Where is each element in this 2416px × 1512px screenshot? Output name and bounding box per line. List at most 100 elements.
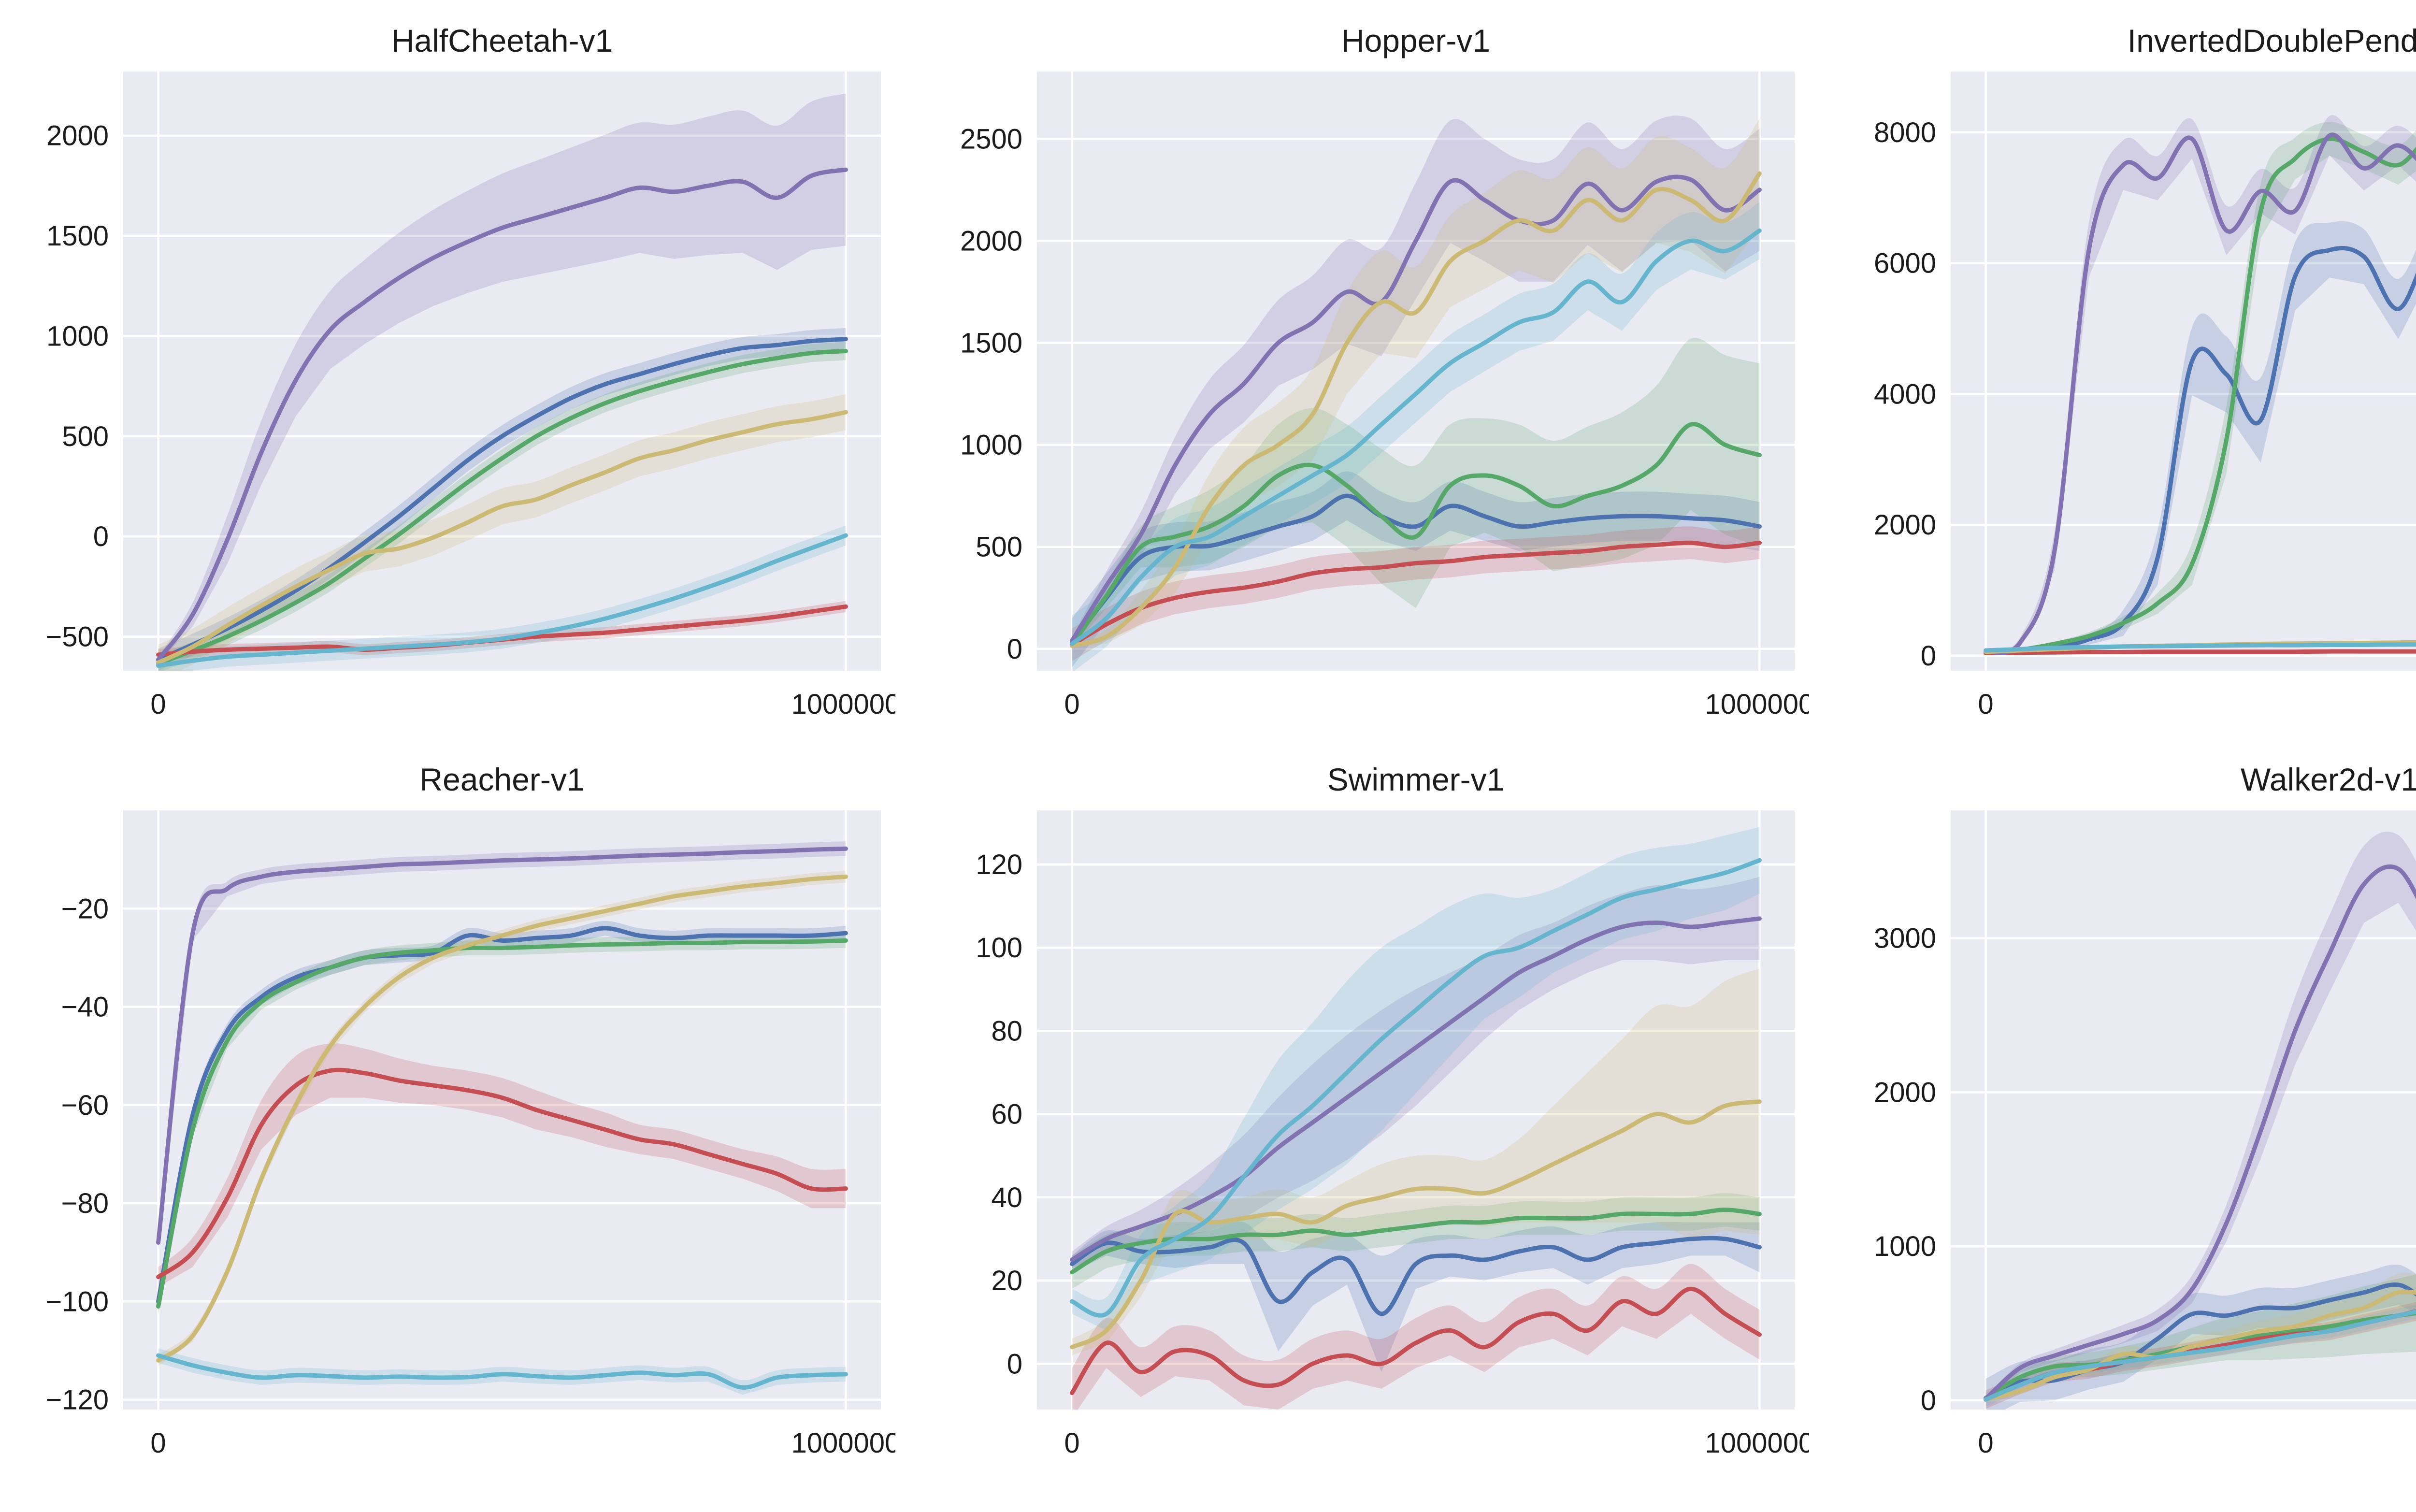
band-trpo <box>158 1348 846 1395</box>
y-tick-label: 0 <box>93 521 109 552</box>
tick-labels: 2000 1500 1000 500 0 −500 0 1000000 <box>45 120 895 720</box>
subplot-title-inverteddoublependulum: InvertedDoublePendulum-v1 <box>2127 23 2416 58</box>
axes-background <box>1951 810 2416 1410</box>
band-adaptive_pg <box>1072 968 1760 1356</box>
y-tick-label: 2000 <box>1874 1077 1936 1108</box>
line-acktr <box>1984 136 2416 655</box>
band-acktr <box>158 342 846 671</box>
band-cem <box>1072 526 1760 662</box>
y-tick-label: 2000 <box>1874 509 1936 541</box>
x-tick-label: 0 <box>1064 1427 1079 1459</box>
y-tick-label: 3000 <box>1874 923 1936 954</box>
chart-canvas-reacher: −20 −40 −60 −80 −100 −120 0 1000000 <box>45 810 895 1459</box>
series-group <box>156 93 848 671</box>
x-tick-label: 1000000 <box>791 689 895 720</box>
y-tick-label: 100 <box>976 932 1022 964</box>
y-tick-label: 2000 <box>960 225 1022 257</box>
band-ppo_clip <box>1985 115 2416 653</box>
band-ppo_clip <box>158 93 846 663</box>
subplot-reacher: Reacher-v1 −20 −40 −60 −80 −100 −120 0 1000000 <box>2 753 895 1487</box>
chart-canvas-halfcheetah: 2000 1500 1000 500 0 −500 0 1000000 <box>45 72 895 720</box>
y-tick-label: 4000 <box>1874 378 1936 410</box>
y-tick-label: 60 <box>991 1099 1022 1130</box>
line-cem <box>1070 1286 1762 1396</box>
gridlines <box>123 810 881 1410</box>
y-tick-label: 40 <box>991 1182 1022 1213</box>
band-trpo <box>1072 827 1760 1331</box>
y-tick-label: 500 <box>62 421 109 452</box>
series-group <box>1984 832 2416 1410</box>
series-group <box>156 841 848 1395</box>
y-tick-label: −80 <box>61 1188 109 1219</box>
band-cem <box>1072 1264 1760 1410</box>
band-a2c <box>1985 1265 2416 1410</box>
tick-labels: 300020001000001000000 <box>1874 923 1994 1459</box>
y-tick-label: 0 <box>1921 1385 1936 1416</box>
line-a2c <box>1984 246 2416 655</box>
y-tick-label: 120 <box>976 849 1022 880</box>
line-trpo <box>1984 1309 2416 1402</box>
chart-canvas-inverteddoublependulum: 8000600040002000001000000 <box>1874 72 2416 720</box>
series-group <box>1070 827 1762 1410</box>
line-acktr <box>156 349 848 666</box>
band-adaptive_pg <box>158 394 846 671</box>
y-tick-label: 1000 <box>1874 1231 1936 1262</box>
y-tick-label: 0 <box>1007 1348 1022 1380</box>
tick-labels: −20 −40 −60 −80 −100 −120 0 1000000 <box>45 893 895 1459</box>
series-group <box>1070 115 1762 671</box>
band-cem <box>158 1043 846 1287</box>
band-adaptive_pg <box>1072 118 1760 648</box>
line-a2c <box>156 337 848 662</box>
subplot-title-halfcheetah: HalfCheetah-v1 <box>391 23 613 58</box>
y-tick-label: 20 <box>991 1265 1022 1296</box>
tick-labels: 8000600040002000001000000 <box>1874 117 1994 720</box>
line-acktr <box>1070 422 1762 647</box>
y-tick-label: −60 <box>61 1090 109 1121</box>
subplot-inverteddoublependulum: InvertedDoublePendulum-v1 8000 6000 4000 20… <box>1830 14 2416 748</box>
x-tick-label: 0 <box>150 1427 166 1459</box>
gridlines <box>1951 72 2416 671</box>
line-adaptive_pg <box>156 410 848 665</box>
axes-background <box>1037 810 1795 1410</box>
y-tick-label: 8000 <box>1874 117 1936 148</box>
line-ppo_clip <box>156 846 848 1245</box>
line-trpo <box>156 533 848 668</box>
chart-canvas-swimmer: 120 100 80 60 40 20 0 0 1000000 <box>976 810 1809 1459</box>
y-tick-label: 6000 <box>1874 248 1936 279</box>
band-acktr <box>1985 122 2416 654</box>
tick-labels: 2500 2000 1500 1000 500 0 0 1000000 <box>960 123 1809 720</box>
x-tick-label: 1000000 <box>1705 1427 1809 1459</box>
line-cem <box>1070 540 1762 647</box>
subplot-title-reacher: Reacher-v1 <box>419 762 585 797</box>
band-ppo_clip <box>1985 832 2416 1400</box>
y-tick-label: 80 <box>991 1015 1022 1047</box>
line-ppo_clip <box>1070 174 1762 643</box>
line-trpo <box>1070 858 1762 1318</box>
gridlines <box>1951 810 2416 1410</box>
band-trpo <box>1072 202 1760 671</box>
y-tick-label: −40 <box>61 992 109 1023</box>
line-a2c <box>1070 1236 1762 1316</box>
line-a2c <box>156 926 848 1304</box>
gridlines <box>1037 810 1795 1410</box>
tick-labels: 120 100 80 60 40 20 0 0 1000000 <box>976 849 1809 1459</box>
x-tick-label: 1000000 <box>1705 689 1809 720</box>
y-tick-label: 1500 <box>46 220 109 252</box>
line-trpo <box>1984 642 2416 653</box>
band-ppo_clip <box>158 841 846 1250</box>
y-tick-label: −500 <box>45 621 109 652</box>
x-tick-label: 0 <box>1978 689 1993 720</box>
line-ppo_clip <box>1984 864 2416 1401</box>
chart-canvas-walker2d: 300020001000001000000 <box>1874 810 2416 1459</box>
y-tick-label: 0 <box>1921 640 1936 672</box>
band-ppo_clip <box>1072 877 1760 1268</box>
y-tick-label: −100 <box>45 1286 109 1317</box>
x-tick-label: 0 <box>1978 1427 1993 1459</box>
x-tick-label: 0 <box>150 689 166 720</box>
line-acktr <box>1070 1208 1762 1275</box>
subplot-halfcheetah: HalfCheetah-v1 2000 1500 1000 500 0 −500 0 1000… <box>2 14 895 748</box>
axes-background <box>123 810 881 1410</box>
line-ppo_clip <box>1070 916 1762 1262</box>
y-tick-label: 500 <box>976 532 1022 563</box>
line-trpo <box>1070 228 1762 646</box>
